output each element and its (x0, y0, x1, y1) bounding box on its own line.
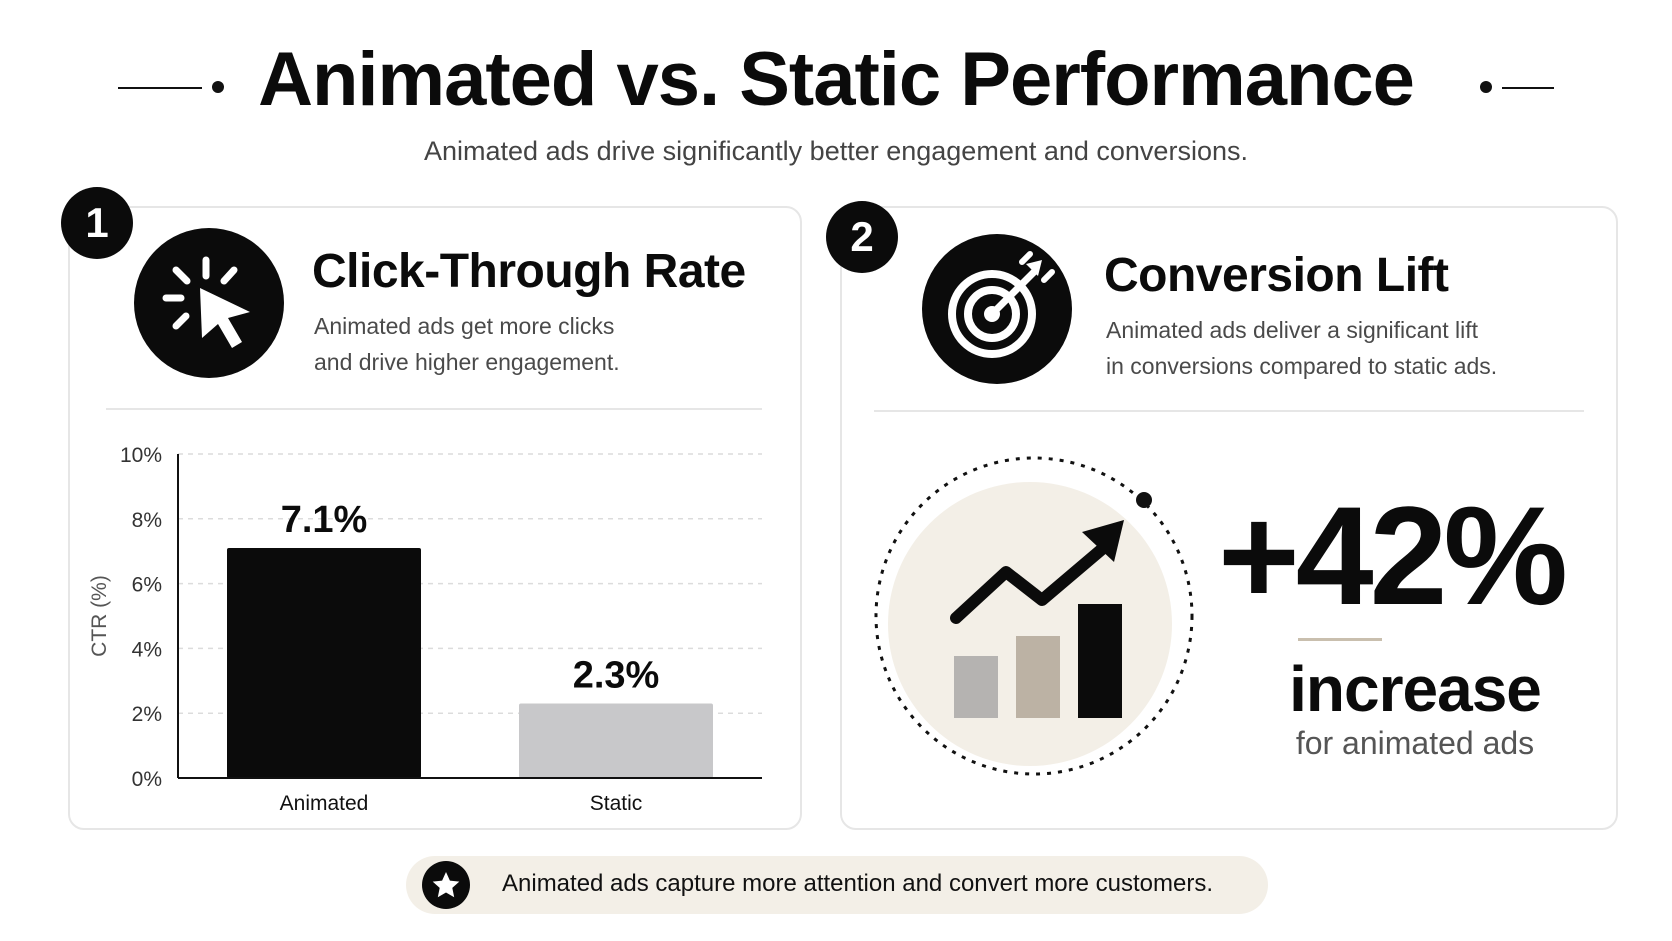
lift-sublabel: for animated ads (1295, 725, 1535, 761)
ctr-bar-chart: 0% 2% 4% 6% 8% 10% CTR (%) 7.1% Animated 2.3% Stat… (80, 426, 780, 826)
lift-value: +42% (1218, 477, 1568, 634)
y-tick-label: 10% (120, 444, 162, 467)
title-rule-left (118, 87, 202, 89)
lift-card-description-line1: Animated ads deliver a significant lift (1106, 317, 1479, 343)
footer-callout: Animated ads capture more attention and … (406, 856, 1268, 914)
growth-chart-icon (874, 456, 1194, 776)
page-title: Animated vs. Static Performance (258, 37, 1415, 122)
lift-label: increase (1289, 653, 1542, 725)
bar-data-label: 2.3% (573, 654, 660, 696)
ctr-card-title: Click-Through Rate (312, 245, 746, 298)
title-rule-right (1502, 87, 1554, 89)
ctr-card-description: Animated ads get more clicks and drive h… (314, 308, 620, 380)
bar-animated (227, 547, 421, 778)
bar-static (519, 703, 713, 778)
ctr-card-divider (106, 408, 762, 410)
y-axis-title: CTR (%) (88, 575, 111, 657)
lift-card-description-line2: in conversions compared to static ads. (1106, 353, 1498, 379)
cursor-click-icon (134, 228, 284, 378)
y-tick-label: 4% (132, 638, 162, 661)
ctr-card-description-line1: Animated ads get more clicks (314, 313, 615, 339)
x-tick-label: Static (590, 792, 643, 815)
bar-data-label: 7.1% (281, 499, 368, 541)
page-subtitle: Animated ads drive significantly better … (424, 136, 1248, 166)
star-icon (422, 861, 470, 909)
ctr-chart-svg: 0% 2% 4% 6% 8% 10% CTR (%) 7.1% Animated 2.3% Stat… (88, 444, 762, 815)
lift-card-divider (874, 410, 1584, 412)
y-tick-label: 0% (132, 768, 162, 791)
y-tick-label: 8% (132, 509, 162, 532)
header: Animated vs. Static Performance (0, 30, 1672, 140)
ctr-card-description-line2: and drive higher engagement. (314, 349, 620, 375)
x-tick-label: Animated (280, 792, 369, 815)
lift-card-title: Conversion Lift (1104, 249, 1449, 302)
target-arrow-icon (922, 234, 1072, 384)
y-tick-label: 2% (132, 703, 162, 726)
lift-card-number-badge: 2 (826, 201, 898, 273)
lift-underline (1298, 638, 1382, 641)
ctr-card-number-badge: 1 (61, 187, 133, 259)
title-dot-left (212, 81, 224, 93)
y-tick-label: 6% (132, 574, 162, 597)
footer-text: Animated ads capture more attention and … (502, 870, 1214, 897)
title-dot-right (1480, 81, 1492, 93)
lift-card-description: Animated ads deliver a significant lift … (1106, 312, 1497, 384)
